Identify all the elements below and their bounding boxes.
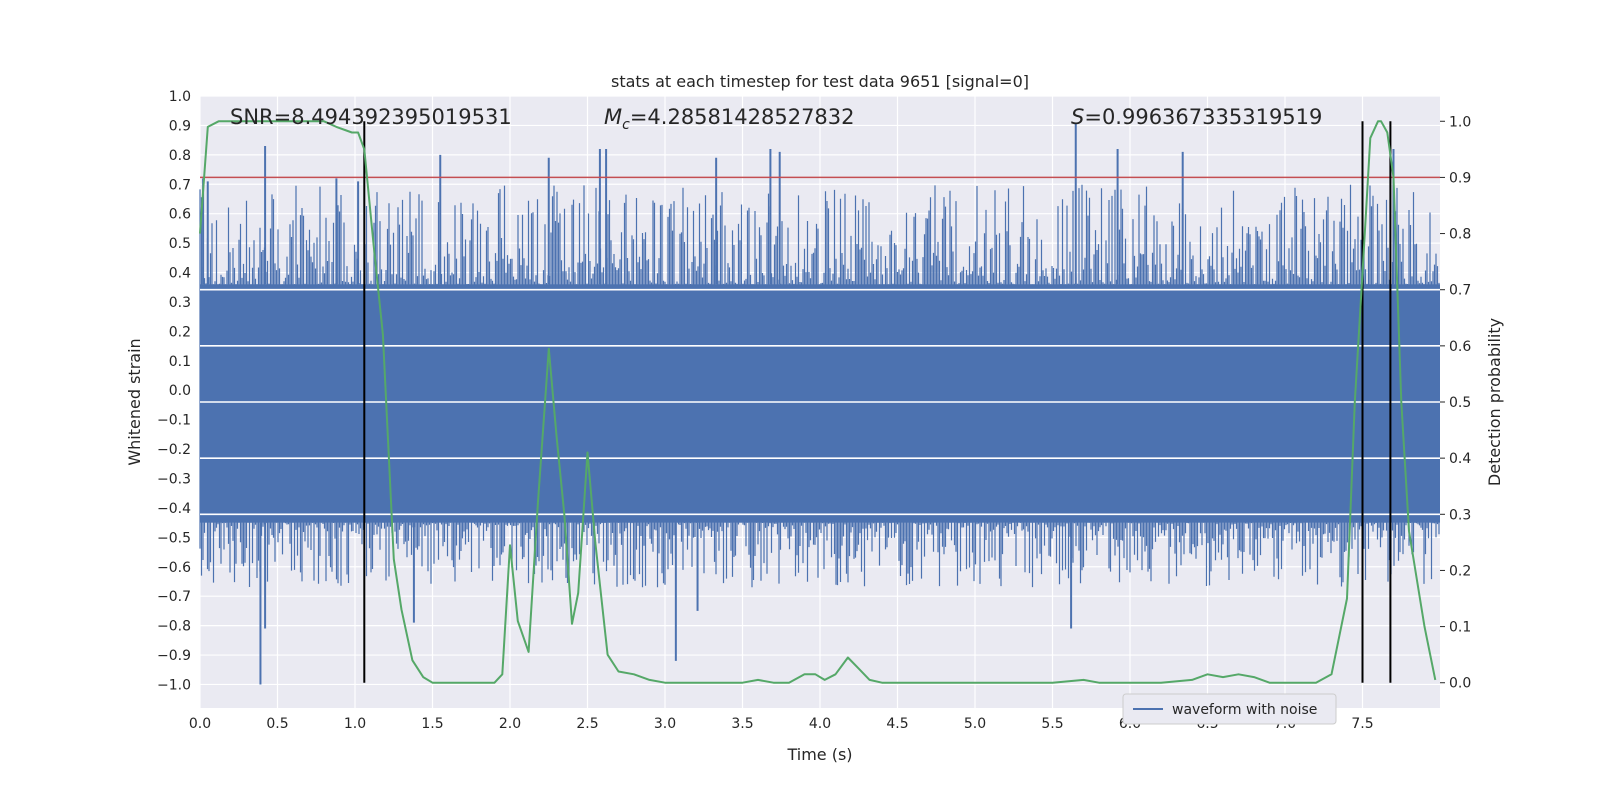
s-symbol: S — [1071, 105, 1084, 129]
y-tick-label: −0.9 — [157, 648, 191, 664]
y-tick-label: −0.5 — [157, 530, 191, 546]
y2-tick-label: 0.8 — [1449, 227, 1471, 243]
y-axis-title: Whitened strain — [125, 338, 144, 465]
chirp-mass-subscript: c — [622, 117, 630, 133]
band-gridlines — [200, 288, 1440, 516]
tick-labels: 0.00.51.01.52.02.53.03.54.04.55.05.56.06… — [157, 89, 1471, 732]
y-tick-label: −0.7 — [157, 589, 191, 605]
y-tick-label: 0.0 — [169, 383, 191, 399]
chirp-mass-annotation: Mc=4.28581428527832 — [604, 105, 855, 133]
y2-axis-title: Detection probability — [1485, 318, 1504, 486]
y2-tick-label: 0.6 — [1449, 339, 1471, 355]
y-tick-label: 0.4 — [169, 266, 191, 282]
x-tick-label: 1.5 — [421, 716, 443, 732]
x-tick-label: 0.5 — [266, 716, 288, 732]
s-value: =0.996367335319519 — [1084, 105, 1322, 129]
chart-title: stats at each timestep for test data 965… — [611, 72, 1029, 91]
x-axis-title: Time (s) — [786, 745, 852, 764]
y2-tick-label: 0.0 — [1449, 676, 1471, 692]
x-tick-label: 4.5 — [886, 716, 908, 732]
snr-annotation: SNR=8.494392395019531 — [230, 105, 512, 129]
x-tick-label: 2.0 — [499, 716, 521, 732]
y2-tick-label: 0.7 — [1449, 283, 1471, 299]
x-tick-label: 3.0 — [654, 716, 676, 732]
y-tick-label: −0.2 — [157, 442, 191, 458]
y-tick-label: −0.8 — [157, 619, 191, 635]
y2-tick-label: 0.2 — [1449, 563, 1471, 579]
x-tick-label: 2.5 — [576, 716, 598, 732]
x-tick-label: 0.0 — [189, 716, 211, 732]
detection-probability-series — [199, 120, 1437, 684]
y2-tick-label: 0.4 — [1449, 451, 1471, 467]
chirp-mass-symbol: M — [604, 105, 622, 129]
y-tick-label: 0.9 — [169, 118, 191, 134]
y-tick-label: −0.1 — [157, 413, 191, 429]
chirp-mass-value: =4.28581428527832 — [630, 105, 855, 129]
y-tick-label: 0.7 — [169, 177, 191, 193]
s-annotation: S=0.996367335319519 — [1071, 105, 1322, 129]
y2-tick-label: 1.0 — [1449, 114, 1471, 130]
y2-tick-label: 0.3 — [1449, 507, 1471, 523]
x-tick-label: 4.0 — [809, 716, 831, 732]
y-tick-label: −1.0 — [157, 677, 191, 693]
y-tick-label: 0.2 — [169, 324, 191, 340]
y-tick-label: 1.0 — [169, 89, 191, 105]
y-tick-label: 0.1 — [169, 354, 191, 370]
y-tick-label: 0.3 — [169, 295, 191, 311]
y2-tick-label: 0.5 — [1449, 395, 1471, 411]
y-tick-label: 0.6 — [169, 207, 191, 223]
y-tick-label: −0.4 — [157, 501, 191, 517]
legend-box — [1122, 693, 1337, 725]
y-tick-label: −0.3 — [157, 472, 191, 488]
y2-tick-label: 0.9 — [1449, 170, 1471, 186]
detection-probability-line — [199, 120, 1437, 684]
legend-label: waveform with noise — [1172, 702, 1317, 718]
x-tick-label: 5.5 — [1041, 716, 1063, 732]
x-tick-label: 1.0 — [344, 716, 366, 732]
y2-tick-label: 0.1 — [1449, 620, 1471, 636]
legend: waveform with noise — [1122, 693, 1337, 725]
x-tick-label: 5.0 — [964, 716, 986, 732]
waveform-series — [199, 122, 1440, 685]
x-tick-label: 7.5 — [1351, 716, 1373, 732]
x-tick-label: 3.5 — [731, 716, 753, 732]
y-tick-label: 0.5 — [169, 236, 191, 252]
y-tick-label: 0.8 — [169, 148, 191, 164]
overlay — [200, 121, 1440, 683]
y-tick-label: −0.6 — [157, 560, 191, 576]
